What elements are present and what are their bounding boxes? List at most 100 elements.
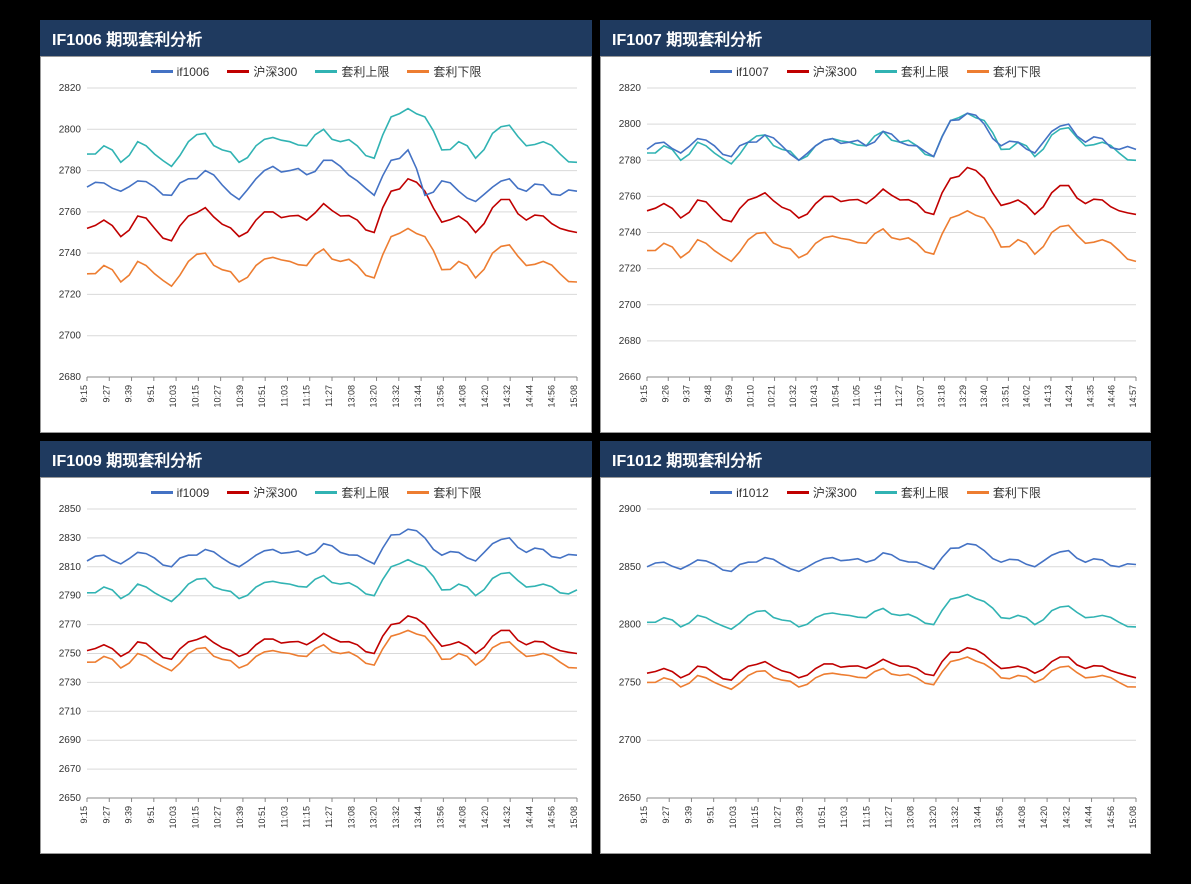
xtick-label: 10:43 (809, 385, 819, 408)
ytick-label: 2730 (59, 677, 82, 688)
series-upper (647, 595, 1136, 630)
ytick-label: 2710 (59, 706, 82, 717)
series-csi300 (87, 179, 577, 241)
ytick-label: 2800 (619, 620, 642, 631)
xtick-label: 11:27 (324, 806, 334, 828)
xtick-label: 10:39 (235, 806, 245, 829)
legend-swatch-csi300 (227, 491, 249, 494)
ytick-label: 2720 (59, 289, 82, 300)
legend-swatch-futures (151, 491, 173, 494)
ytick-label: 2700 (619, 735, 642, 746)
legend-label-futures: if1009 (177, 486, 210, 500)
xtick-label: 10:51 (257, 806, 267, 829)
legend-swatch-csi300 (787, 70, 809, 73)
xtick-label: 13:08 (906, 806, 916, 829)
series-lower (87, 630, 577, 670)
legend: if1009沪深300套利上限套利下限 (41, 478, 591, 503)
legend-swatch-upper (875, 491, 897, 494)
legend-label-futures: if1012 (736, 486, 769, 500)
legend-swatch-csi300 (787, 491, 809, 494)
series-csi300 (647, 648, 1136, 680)
xtick-label: 14:20 (480, 385, 490, 408)
panel-if1012: IF1012 期现套利分析 if1012沪深300套利上限套利下限2650270… (600, 441, 1151, 854)
legend-item-csi300: 沪深300 (787, 63, 857, 80)
xtick-label: 13:32 (950, 806, 960, 829)
xtick-label: 14:44 (1084, 806, 1094, 829)
xtick-label: 9:51 (146, 385, 156, 403)
xtick-label: 9:15 (79, 385, 89, 403)
legend-label-futures: if1006 (177, 65, 210, 79)
legend-label-upper: 套利上限 (341, 484, 389, 501)
xtick-label: 14:44 (524, 385, 534, 408)
title-if1012: IF1012 期现套利分析 (600, 441, 1151, 477)
xtick-label: 13:44 (413, 385, 423, 408)
xtick-label: 13:44 (413, 806, 423, 829)
ytick-label: 2740 (59, 248, 82, 259)
legend-swatch-upper (315, 70, 337, 73)
xtick-label: 9:48 (703, 385, 713, 403)
title-if1007: IF1007 期现套利分析 (600, 20, 1151, 56)
xtick-label: 9:51 (146, 806, 156, 824)
legend-item-futures: if1009 (151, 484, 210, 501)
xtick-label: 10:03 (168, 806, 178, 829)
chart-if1012: if1012沪深300套利上限套利下限265027002750280028502… (600, 477, 1151, 854)
series-lower (647, 211, 1136, 262)
legend-item-lower: 套利下限 (407, 63, 481, 80)
xtick-label: 10:10 (745, 385, 755, 408)
xtick-label: 14:08 (458, 806, 468, 829)
series-csi300 (647, 168, 1136, 222)
ytick-label: 2800 (59, 124, 82, 135)
xtick-label: 13:08 (346, 385, 356, 408)
xtick-label: 14:57 (1128, 385, 1138, 408)
xtick-label: 9:27 (101, 806, 111, 824)
legend-swatch-upper (875, 70, 897, 73)
ytick-label: 2770 (59, 620, 82, 631)
xtick-label: 10:54 (830, 385, 840, 408)
ytick-label: 2740 (619, 228, 642, 239)
series-csi300 (87, 616, 577, 659)
ytick-label: 2760 (619, 191, 642, 202)
legend-label-csi300: 沪深300 (253, 63, 297, 80)
xtick-label: 9:39 (683, 806, 693, 824)
xtick-label: 10:27 (213, 385, 223, 408)
ytick-label: 2850 (59, 504, 82, 515)
xtick-label: 14:35 (1085, 385, 1095, 408)
legend: if1006沪深300套利上限套利下限 (41, 57, 591, 82)
ytick-label: 2720 (619, 264, 642, 275)
xtick-label: 14:56 (547, 385, 557, 408)
xtick-label: 11:15 (302, 806, 312, 828)
xtick-label: 14:32 (502, 385, 512, 408)
legend-label-lower: 套利下限 (433, 63, 481, 80)
ytick-label: 2780 (619, 155, 642, 166)
xtick-label: 10:51 (257, 385, 267, 408)
legend-swatch-futures (151, 70, 173, 73)
xtick-label: 13:20 (369, 385, 379, 408)
ytick-label: 2690 (59, 735, 82, 746)
legend-label-csi300: 沪深300 (813, 63, 857, 80)
xtick-label: 9:39 (124, 806, 134, 824)
xtick-label: 15:08 (569, 385, 579, 408)
xtick-label: 13:18 (937, 385, 947, 408)
xtick-label: 10:21 (767, 385, 777, 408)
xtick-label: 13:20 (928, 806, 938, 829)
xtick-label: 11:16 (873, 385, 883, 407)
legend-item-futures: if1007 (710, 63, 769, 80)
xtick-label: 10:15 (190, 385, 200, 408)
legend-label-lower: 套利下限 (993, 63, 1041, 80)
xtick-label: 11:27 (884, 806, 894, 828)
chart-if1009: if1009沪深300套利上限套利下限265026702690271027302… (40, 477, 592, 854)
legend-item-csi300: 沪深300 (787, 484, 857, 501)
title-if1006: IF1006 期现套利分析 (40, 20, 592, 56)
xtick-label: 11:03 (279, 806, 289, 828)
legend-swatch-futures (710, 70, 732, 73)
xtick-label: 13:29 (958, 385, 968, 408)
legend-swatch-csi300 (227, 70, 249, 73)
chart-if1006: if1006沪深300套利上限套利下限268027002720274027602… (40, 56, 592, 433)
ytick-label: 2650 (59, 793, 82, 804)
xtick-label: 10:15 (750, 806, 760, 829)
series-lower (647, 657, 1136, 689)
legend-swatch-lower (967, 70, 989, 73)
ytick-label: 2700 (619, 300, 642, 311)
legend-label-upper: 套利上限 (901, 63, 949, 80)
xtick-label: 9:15 (639, 385, 649, 403)
